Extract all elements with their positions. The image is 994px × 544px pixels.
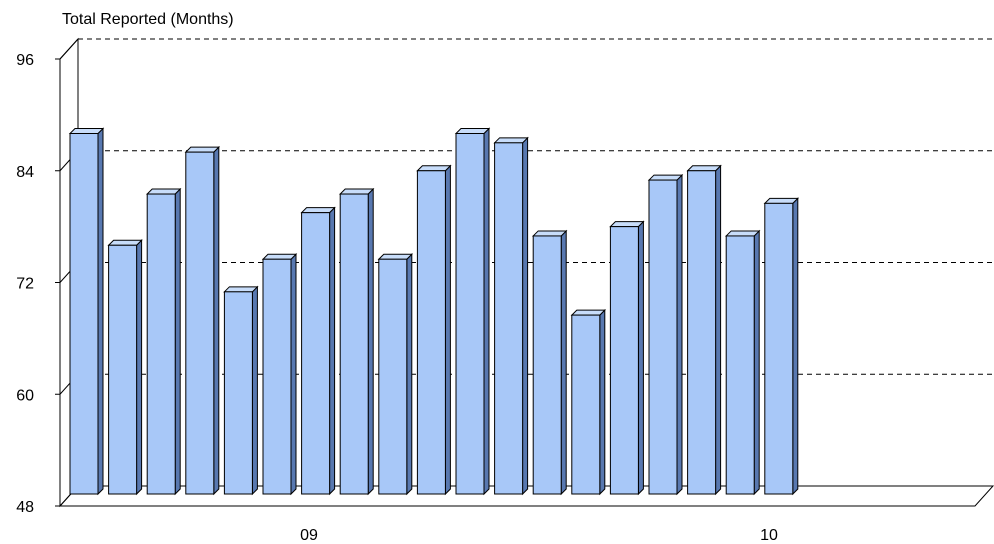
bar-face xyxy=(609,226,639,495)
bar-top xyxy=(416,165,452,172)
y-tick-label: 60 xyxy=(16,387,34,404)
bar-top xyxy=(609,221,645,228)
bar-face xyxy=(339,193,369,495)
bar-face xyxy=(532,235,562,495)
x-group-label: 09 xyxy=(300,527,318,544)
bar-side xyxy=(406,253,413,496)
bar-top xyxy=(68,128,105,134)
bar-face xyxy=(494,142,524,495)
bar-top xyxy=(454,128,491,134)
bar-face xyxy=(378,258,408,495)
bar xyxy=(686,164,722,496)
bar-top xyxy=(261,253,298,260)
bar xyxy=(184,145,221,496)
bar-top xyxy=(531,230,568,237)
bar-face xyxy=(455,133,485,495)
bar-face xyxy=(687,170,717,495)
bar-side xyxy=(483,127,490,496)
bar-face xyxy=(301,212,331,495)
bar xyxy=(763,197,800,496)
bar-side xyxy=(290,253,297,496)
bar-side xyxy=(367,187,374,496)
bar-top xyxy=(493,137,529,144)
chart-title: Total Reported (Months) xyxy=(62,11,234,28)
bar-top xyxy=(377,253,414,260)
x-axis-group-labels: 09 10 xyxy=(300,527,778,544)
bar-side xyxy=(560,229,567,496)
bar-face xyxy=(262,258,292,495)
y-tick-label: 84 xyxy=(16,164,34,181)
bar-side xyxy=(715,164,722,496)
y-tick-label: 96 xyxy=(16,52,34,69)
bar-top xyxy=(338,188,375,195)
bar-top xyxy=(300,207,336,214)
bar-top xyxy=(724,230,761,237)
y-tick-label: 48 xyxy=(16,499,34,516)
bar-side xyxy=(97,127,104,496)
bar-side xyxy=(174,187,181,496)
bar-face xyxy=(725,235,755,495)
bar xyxy=(338,187,375,496)
bar-face xyxy=(69,133,99,495)
bar xyxy=(377,253,414,496)
bar xyxy=(145,187,182,496)
bar xyxy=(416,164,452,496)
bar-top xyxy=(647,174,684,181)
gridline-diagonal xyxy=(59,38,79,60)
bar-side xyxy=(637,220,644,496)
bar xyxy=(647,173,684,496)
bar-face xyxy=(764,202,794,495)
bar-side xyxy=(136,239,143,496)
bar xyxy=(454,127,491,496)
bar-top xyxy=(686,165,722,172)
y-tick-label: 72 xyxy=(16,276,34,293)
bar-top xyxy=(223,286,259,293)
bar-side xyxy=(676,173,683,496)
bar xyxy=(68,127,105,496)
bar xyxy=(609,220,645,496)
bar-top xyxy=(145,188,182,195)
bar-face xyxy=(108,244,138,495)
bar-top xyxy=(763,197,800,204)
bar-side xyxy=(251,285,258,496)
bar-side xyxy=(213,145,220,496)
bar-face xyxy=(416,170,446,495)
bar xyxy=(724,229,761,496)
bar-face xyxy=(571,314,601,495)
bar-side xyxy=(522,136,529,496)
bar-face xyxy=(648,179,678,495)
bar xyxy=(107,239,143,496)
bar-side xyxy=(444,164,451,496)
bar xyxy=(261,253,298,496)
bars xyxy=(68,127,800,496)
bar xyxy=(493,136,529,496)
bar-top xyxy=(570,309,607,316)
bar-top xyxy=(184,146,221,153)
bar-side xyxy=(329,206,336,496)
bar-side xyxy=(792,197,799,496)
bar xyxy=(300,206,336,496)
x-group-label: 10 xyxy=(760,527,778,544)
bar-side xyxy=(753,229,760,496)
bar-face xyxy=(185,151,215,495)
bar-face xyxy=(223,291,253,495)
y-axis-tick-labels: 48 60 72 84 96 xyxy=(16,52,34,516)
bar xyxy=(531,229,568,496)
bar xyxy=(570,308,607,496)
bar-top xyxy=(107,239,143,246)
bar-face xyxy=(146,193,176,495)
bar-side xyxy=(599,308,606,496)
bar xyxy=(223,285,259,496)
